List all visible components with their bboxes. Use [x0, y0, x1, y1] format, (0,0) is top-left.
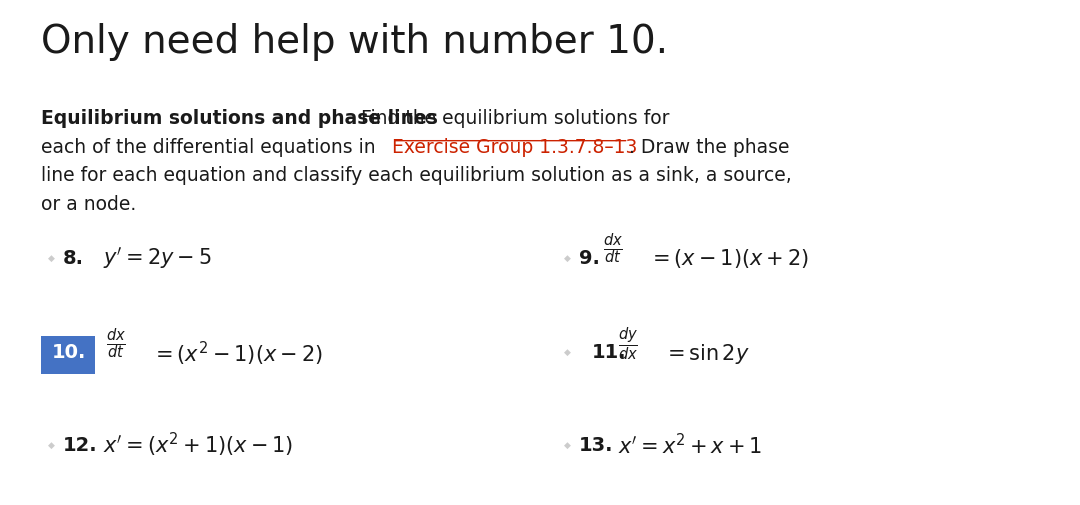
Text: each of the differential equations in: each of the differential equations in: [41, 137, 381, 157]
Text: line for each equation and classify each equilibrium solution as a sink, a sourc: line for each equation and classify each…: [41, 166, 792, 185]
Text: ◆: ◆: [49, 347, 55, 357]
Text: ◆: ◆: [564, 440, 570, 449]
Text: 12.: 12.: [63, 435, 97, 454]
Text: ◆: ◆: [49, 440, 55, 449]
Text: 13.: 13.: [579, 435, 613, 454]
Text: $x' = (x^2 + 1)(x - 1)$: $x' = (x^2 + 1)(x - 1)$: [103, 430, 293, 459]
Text: Equilibrium solutions and phase lines: Equilibrium solutions and phase lines: [41, 109, 437, 128]
Text: 8.: 8.: [63, 248, 83, 267]
Text: ◆: ◆: [49, 253, 55, 262]
Text: $= \sin 2y$: $= \sin 2y$: [663, 341, 750, 366]
Text: $= (x^2 - 1)(x - 2)$: $= (x^2 - 1)(x - 2)$: [151, 339, 323, 368]
Text: 11.: 11.: [592, 342, 626, 362]
Text: $= (x - 1)(x + 2)$: $= (x - 1)(x + 2)$: [648, 246, 809, 269]
Text: ◆: ◆: [564, 253, 570, 262]
Text: $\frac{dx}{dt}$: $\frac{dx}{dt}$: [106, 326, 126, 361]
FancyBboxPatch shape: [41, 336, 95, 375]
Text: . Draw the phase: . Draw the phase: [629, 137, 789, 157]
Text: $y' = 2y - 5$: $y' = 2y - 5$: [103, 244, 212, 271]
Text: $\frac{dx}{dt}$: $\frac{dx}{dt}$: [603, 231, 623, 266]
Text: 9.: 9.: [579, 248, 599, 267]
Text: or a node.: or a node.: [41, 195, 136, 214]
Text: ◆: ◆: [564, 347, 570, 357]
Text: 10.: 10.: [52, 342, 86, 362]
Text: Exercise Group 1.3.7.8–13: Exercise Group 1.3.7.8–13: [392, 137, 637, 157]
Text: $x' = x^2 + x + 1$: $x' = x^2 + x + 1$: [618, 432, 762, 457]
Text: Find the equilibrium solutions for: Find the equilibrium solutions for: [349, 109, 670, 128]
Text: $\frac{dy}{dx}$: $\frac{dy}{dx}$: [618, 325, 638, 362]
Text: Only need help with number 10.: Only need help with number 10.: [41, 23, 669, 61]
